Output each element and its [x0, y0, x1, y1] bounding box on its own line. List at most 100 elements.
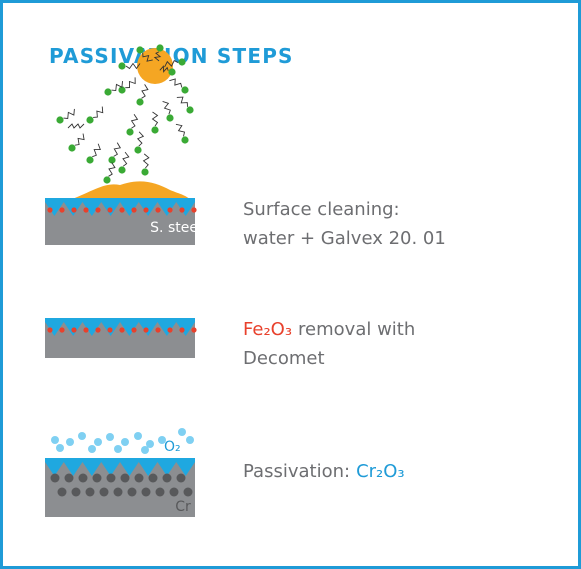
droplet	[137, 48, 173, 84]
iron-oxide	[179, 207, 185, 213]
molecule	[186, 106, 194, 114]
molecule	[181, 86, 189, 94]
chain	[169, 78, 183, 88]
chain	[164, 60, 179, 68]
chromium	[148, 473, 158, 483]
molecule	[168, 68, 176, 76]
iron-oxide	[119, 327, 125, 333]
molecule	[134, 146, 142, 154]
chain	[92, 143, 101, 158]
chromium	[162, 473, 172, 483]
chromium	[64, 473, 74, 483]
oxygen-label: O₂	[164, 439, 181, 455]
chromium	[106, 473, 116, 483]
iron-oxide	[83, 327, 89, 333]
chain	[111, 81, 123, 92]
chain	[122, 151, 130, 167]
iron-oxide	[167, 327, 173, 333]
iron-oxide	[191, 207, 197, 213]
oxygen	[94, 438, 102, 446]
chain	[151, 111, 159, 127]
iron-oxide	[119, 207, 125, 213]
chromium	[176, 473, 186, 483]
chain	[130, 114, 139, 129]
iron-oxide	[155, 327, 161, 333]
molecule	[56, 116, 64, 124]
chain	[176, 96, 188, 107]
molecule	[126, 128, 134, 136]
chromium	[169, 487, 179, 497]
chromium	[120, 473, 130, 483]
chain	[153, 51, 162, 62]
chromium	[85, 487, 95, 497]
molecule	[108, 156, 116, 164]
molecule	[156, 44, 164, 52]
chromium	[183, 487, 193, 497]
molecule	[178, 58, 186, 66]
iron-oxide	[155, 207, 161, 213]
iron-oxide	[47, 327, 53, 333]
chain	[74, 133, 85, 146]
chromium	[113, 487, 123, 497]
chain	[175, 123, 186, 137]
oxygen	[106, 433, 114, 441]
step-text: water + Galvex 20. 01	[243, 228, 446, 249]
chain	[159, 65, 169, 73]
molecule	[86, 156, 94, 164]
iron-oxide	[95, 207, 101, 213]
steel-label: S. steel	[150, 220, 202, 236]
chain	[162, 100, 171, 115]
oxygen	[56, 444, 64, 452]
steel	[45, 202, 195, 245]
step-text: Fe₂O₃ removal with	[243, 319, 415, 340]
iron-oxide	[83, 207, 89, 213]
chromium	[127, 487, 137, 497]
oxygen	[88, 445, 96, 453]
molecule	[103, 176, 111, 184]
oxygen	[121, 438, 129, 446]
molecule	[136, 46, 144, 54]
chain	[136, 131, 145, 147]
iron-oxide	[167, 207, 173, 213]
step-text: Passivation: Cr₂O₃	[243, 461, 405, 482]
oxygen	[66, 438, 74, 446]
chain	[141, 84, 149, 99]
chain	[125, 62, 141, 70]
molecule	[118, 166, 126, 174]
chromium	[78, 473, 88, 483]
chromium	[155, 487, 165, 497]
chromium	[134, 473, 144, 483]
chromium-label: Cr	[175, 499, 191, 515]
chromium	[141, 487, 151, 497]
iron-oxide	[131, 207, 137, 213]
molecule	[68, 144, 76, 152]
iron-oxide	[191, 327, 197, 333]
chain	[142, 52, 153, 62]
molecule	[136, 98, 144, 106]
chain	[113, 142, 122, 157]
oxygen	[158, 436, 166, 444]
oxygen	[51, 436, 59, 444]
oxygen	[78, 432, 86, 440]
oxygen	[141, 446, 149, 454]
illustrations	[45, 44, 197, 517]
iron-oxide	[59, 327, 65, 333]
chain	[63, 108, 75, 119]
step-text: Passivation:	[243, 461, 350, 482]
iron-oxide	[59, 207, 65, 213]
step-text: Decomet	[243, 348, 325, 369]
chain	[142, 153, 150, 169]
formula: Cr₂O₃	[356, 461, 405, 482]
iron-oxide	[143, 207, 149, 213]
formula: Fe₂O₃	[243, 319, 292, 340]
iron-oxide	[179, 327, 185, 333]
chromium	[71, 487, 81, 497]
chain	[125, 77, 136, 89]
iron-oxide	[71, 327, 77, 333]
oxygen	[186, 436, 194, 444]
iron-oxide	[143, 327, 149, 333]
iron-oxide	[71, 207, 77, 213]
iron-oxide	[107, 207, 113, 213]
chain	[67, 123, 85, 129]
